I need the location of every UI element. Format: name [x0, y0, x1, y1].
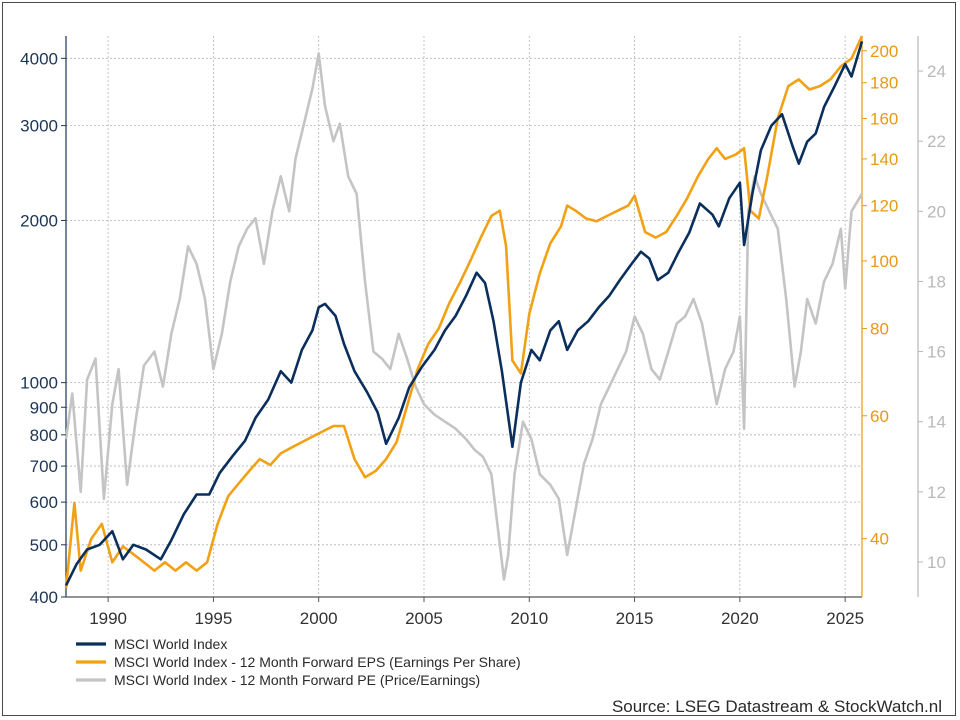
eps-tick-label: 200 [870, 42, 898, 61]
left-tick-label: 700 [30, 457, 58, 476]
left-tick-label: 400 [30, 588, 58, 607]
left-axis-ticks: 400 500 600 700 800 900 1000 2000 3000 4000 [20, 49, 66, 607]
left-tick-label: 2000 [20, 211, 58, 230]
eps-tick-label: 80 [870, 320, 889, 339]
x-tick-label: 2015 [616, 609, 654, 628]
eps-tick-label: 60 [870, 407, 889, 426]
pe-tick-label: 18 [927, 272, 946, 291]
legend-label-eps: MSCI World Index - 12 Month Forward EPS … [114, 654, 521, 670]
series-layer [64, 35, 864, 589]
left-tick-label: 1000 [20, 374, 58, 393]
x-tick-label: 2010 [510, 609, 548, 628]
left-tick-label: 3000 [20, 117, 58, 136]
source-note: Source: LSEG Datastream & StockWatch.nl [612, 697, 942, 716]
eps-axis-ticks: 40 60 80 100 120 140 160 180 200 [862, 42, 898, 549]
pe-tick-label: 22 [927, 132, 946, 151]
pe-tick-label: 20 [927, 202, 946, 221]
pe-series-line [64, 52, 864, 581]
x-axis-ticks: 1990 1995 2000 2005 2010 2015 2020 2025 [89, 597, 864, 628]
x-tick-label: 2005 [405, 609, 443, 628]
left-tick-label: 800 [30, 426, 58, 445]
x-tick-label: 1990 [89, 609, 127, 628]
index-series-line [64, 41, 864, 587]
pe-tick-label: 14 [927, 413, 946, 432]
pe-tick-label: 10 [927, 553, 946, 572]
eps-tick-label: 180 [870, 74, 898, 93]
x-tick-label: 2000 [300, 609, 338, 628]
left-tick-label: 500 [30, 536, 58, 555]
pe-tick-label: 24 [927, 62, 946, 81]
eps-series-line [64, 35, 864, 589]
axes [65, 36, 919, 598]
left-tick-label: 900 [30, 398, 58, 417]
eps-tick-label: 160 [870, 109, 898, 128]
x-tick-label: 2020 [721, 609, 759, 628]
x-tick-label: 1995 [194, 609, 232, 628]
eps-tick-label: 120 [870, 197, 898, 216]
pe-axis-ticks: 10 12 14 16 18 20 22 24 [918, 62, 946, 572]
left-tick-label: 600 [30, 493, 58, 512]
x-tick-label: 2025 [826, 609, 864, 628]
legend-label-pe: MSCI World Index - 12 Month Forward PE (… [114, 672, 480, 688]
legend: MSCI World Index MSCI World Index - 12 M… [76, 636, 521, 688]
left-tick-label: 4000 [20, 49, 58, 68]
pe-tick-label: 16 [927, 343, 946, 362]
eps-tick-label: 140 [870, 150, 898, 169]
legend-label-index: MSCI World Index [114, 636, 227, 652]
pe-tick-label: 12 [927, 483, 946, 502]
eps-tick-label: 100 [870, 252, 898, 271]
eps-tick-label: 40 [870, 530, 889, 549]
